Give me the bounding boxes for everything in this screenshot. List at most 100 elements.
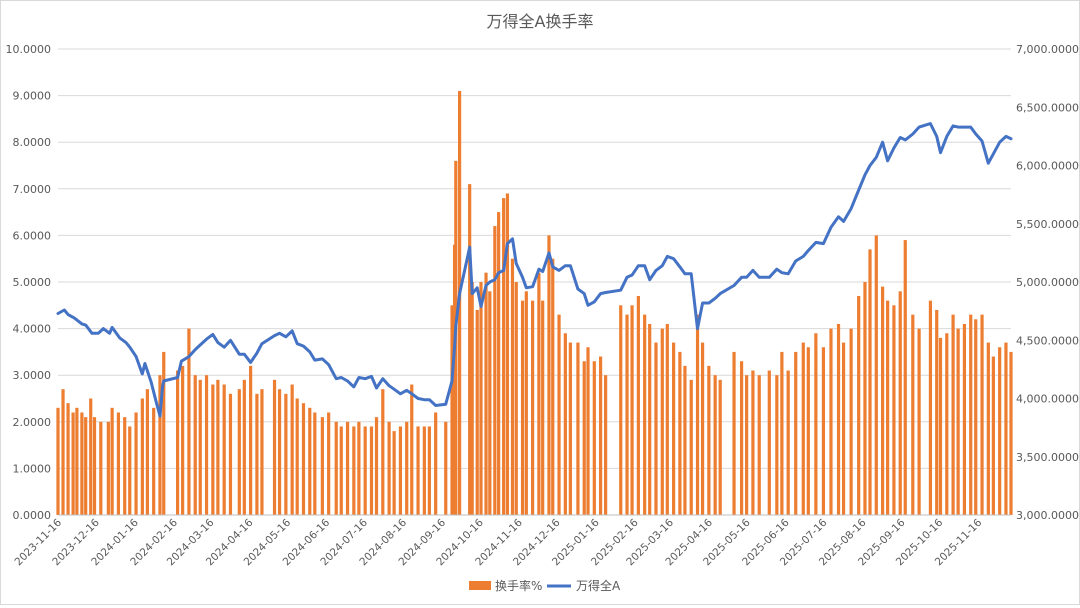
legend-swatch-turnover bbox=[469, 581, 491, 590]
turnover-bar bbox=[116, 412, 121, 515]
turnover-bar bbox=[211, 384, 215, 515]
turnover-bar bbox=[123, 417, 127, 515]
turnover-bar bbox=[284, 393, 288, 515]
y-right-tick-label: 4,500.0000 bbox=[1016, 334, 1079, 347]
turnover-bar bbox=[484, 272, 488, 515]
turnover-bar bbox=[547, 235, 551, 515]
turnover-bar bbox=[339, 426, 343, 515]
turnover-bar bbox=[886, 300, 890, 515]
turnover-bar bbox=[363, 426, 367, 515]
y-left-tick-label: 7.0000 bbox=[13, 183, 52, 196]
turnover-bar bbox=[61, 389, 65, 515]
turnover-bar bbox=[849, 328, 853, 515]
legend-label-index: 万得全A bbox=[576, 578, 621, 593]
turnover-bar bbox=[951, 314, 955, 515]
y-right-tick-label: 7,000.0000 bbox=[1016, 43, 1079, 56]
turnover-bar bbox=[334, 421, 338, 515]
turnover-bar bbox=[242, 379, 246, 515]
turnover-bar bbox=[563, 333, 567, 515]
y-left-tick-label: 0.0000 bbox=[13, 509, 52, 522]
left-axis-ticks: 0.0000 1.0000 2.0000 3.0000 4.0000 5.0000 6.00… bbox=[6, 43, 52, 522]
turnover-bar bbox=[956, 328, 960, 515]
turnover-bar bbox=[505, 193, 510, 515]
turnover-bar bbox=[945, 333, 949, 515]
turnover-bar bbox=[672, 342, 676, 515]
turnover-bar bbox=[520, 300, 525, 515]
turnover-bar bbox=[911, 314, 915, 515]
turnover-bar bbox=[700, 342, 705, 515]
turnover-bar bbox=[255, 393, 259, 515]
turnover-bar bbox=[110, 407, 114, 515]
turnover-bar bbox=[84, 417, 88, 515]
y-left-tick-label: 4.0000 bbox=[13, 323, 52, 336]
turnover-bar bbox=[857, 295, 861, 515]
y-left-tick-label: 9.0000 bbox=[13, 90, 52, 103]
turnover-bar bbox=[56, 407, 60, 515]
turnover-bar bbox=[625, 314, 629, 515]
turnover-bar bbox=[568, 342, 572, 515]
turnover-bar bbox=[836, 323, 841, 515]
turnover-bar bbox=[619, 305, 623, 515]
chart-title: 万得全A换手率 bbox=[487, 12, 594, 31]
turnover-bar bbox=[470, 282, 474, 515]
turnover-bar bbox=[991, 356, 995, 515]
turnover-bar bbox=[814, 333, 818, 515]
turnover-bar bbox=[557, 314, 561, 515]
turnover-bar bbox=[874, 235, 878, 515]
turnover-bar bbox=[829, 328, 833, 515]
y-right-tick-label: 6,500.0000 bbox=[1016, 101, 1079, 114]
turnover-bar bbox=[1004, 342, 1008, 515]
turnover-bar bbox=[986, 342, 990, 515]
turnover-bar bbox=[434, 412, 438, 515]
turnover-bar bbox=[1009, 351, 1013, 515]
legend-label-turnover: 换手率% bbox=[495, 578, 542, 593]
turnover-bar bbox=[222, 384, 226, 515]
turnover-bar bbox=[928, 300, 933, 515]
y-right-tick-label: 5,500.0000 bbox=[1016, 218, 1079, 231]
turnover-bar bbox=[145, 389, 149, 515]
turnover-bar bbox=[969, 314, 973, 515]
turnover-bar bbox=[99, 421, 103, 515]
turnover-bar bbox=[381, 389, 385, 515]
y-right-tick-label: 3,500.0000 bbox=[1016, 451, 1079, 464]
turnover-bar bbox=[313, 412, 317, 515]
turnover-bar bbox=[497, 212, 501, 515]
turnover-bar bbox=[880, 286, 885, 515]
turnover-bars bbox=[56, 90, 1013, 515]
turnover-bar bbox=[357, 421, 361, 515]
turnover-bar bbox=[974, 319, 978, 515]
turnover-bar bbox=[604, 375, 608, 515]
turnover-bar bbox=[514, 282, 518, 515]
turnover-bar bbox=[327, 412, 331, 515]
turnover-bar bbox=[718, 379, 722, 515]
turnover-bar bbox=[71, 412, 75, 515]
turnover-bar bbox=[272, 379, 277, 515]
turnover-bar bbox=[695, 314, 700, 515]
turnover-bar bbox=[374, 417, 379, 515]
y-left-tick-label: 8.0000 bbox=[13, 136, 52, 149]
turnover-bar bbox=[757, 375, 761, 515]
turnover-bar bbox=[767, 370, 771, 515]
turnover-bar bbox=[868, 249, 872, 515]
x-axis-ticks: 2023-11-162023-12-162024-01-162024-02-16… bbox=[12, 514, 1011, 568]
turnover-bar bbox=[654, 342, 658, 515]
turnover-bar bbox=[636, 295, 640, 515]
turnover-bar bbox=[128, 426, 132, 515]
y-right-tick-label: 6,000.0000 bbox=[1016, 160, 1079, 173]
turnover-bar bbox=[260, 389, 264, 515]
turnover-bar bbox=[898, 291, 902, 515]
turnover-bar bbox=[892, 305, 896, 515]
turnover-bar bbox=[204, 375, 209, 515]
turnover-bar bbox=[751, 370, 755, 515]
turnover-bar bbox=[488, 291, 492, 515]
turnover-bar bbox=[416, 426, 420, 515]
turnover-bar bbox=[863, 282, 867, 515]
turnover-bar bbox=[369, 426, 374, 515]
turnover-bar bbox=[598, 356, 603, 515]
turnover-bar bbox=[707, 365, 711, 515]
turnover-bar bbox=[541, 300, 545, 515]
turnover-bar bbox=[689, 379, 693, 515]
turnover-bar bbox=[551, 258, 555, 515]
turnover-bar bbox=[295, 398, 299, 515]
